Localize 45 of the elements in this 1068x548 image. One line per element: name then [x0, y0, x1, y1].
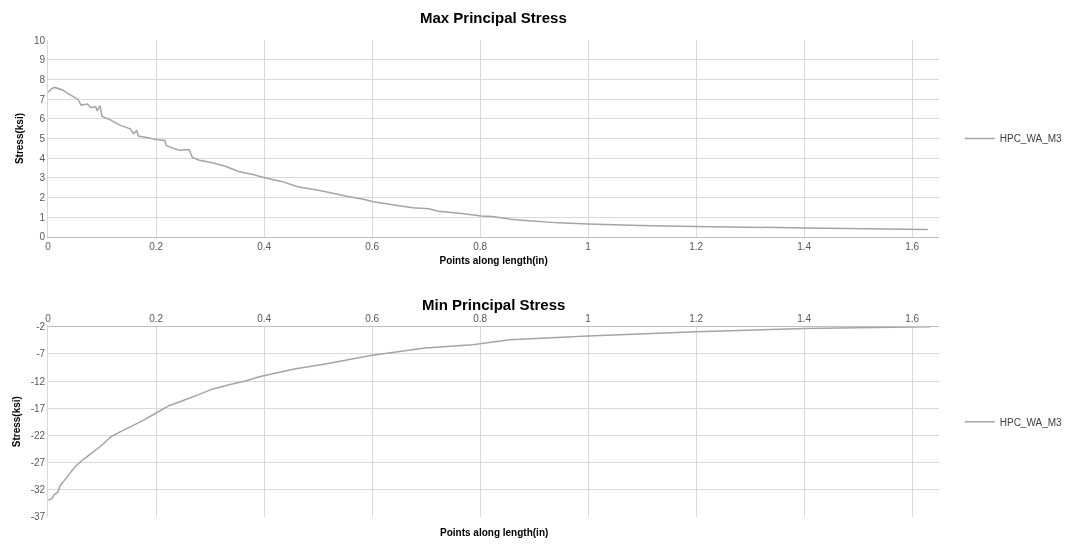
x-tick-label: 0.8 [473, 240, 488, 252]
x-tick-label: 1.4 [797, 312, 812, 324]
line-series [48, 86, 929, 231]
y-tick-label: 1 [39, 211, 46, 223]
line-series [48, 326, 931, 502]
y-axis-title: Stress(ksi) [10, 396, 22, 448]
y-tick-label: -7 [36, 348, 46, 360]
x-tick-label: 1.2 [689, 240, 704, 252]
x-tick-label: 0.6 [365, 240, 380, 252]
y-tick-label: 10 [34, 34, 46, 46]
x-tick-label: 0.4 [257, 312, 272, 324]
y-tick-label: 0 [39, 231, 46, 243]
y-tick-label: -32 [30, 483, 46, 495]
legend-label: HPC_WA_M3 [999, 133, 1063, 145]
x-tick-label: 1.6 [905, 312, 920, 324]
y-tick-label: 3 [39, 172, 46, 184]
y-tick-label: 9 [39, 54, 46, 66]
x-tick-label: 0.8 [473, 312, 488, 324]
chart-title: Max Principal Stress [420, 9, 567, 26]
legend-label: HPC_WA_M3 [999, 416, 1063, 428]
y-tick-label: -2 [36, 321, 46, 333]
x-tick-label: 0.4 [257, 240, 272, 252]
y-tick-label: -27 [30, 456, 46, 468]
x-tick-label: 1 [585, 312, 592, 324]
x-tick-label: 1 [585, 240, 592, 252]
x-tick-label: 1.4 [797, 240, 812, 252]
y-tick-label: -37 [30, 511, 46, 523]
x-tick-label: 0.2 [149, 240, 164, 252]
y-tick-label: 2 [39, 192, 46, 204]
y-tick-label: 5 [39, 133, 46, 145]
y-tick-label: 7 [39, 93, 46, 105]
y-axis-title: Stress(ksi) [14, 112, 26, 165]
y-tick-label: 8 [39, 74, 46, 86]
y-tick-label: -12 [30, 375, 46, 387]
chart-title: Min Principal Stress [422, 296, 566, 313]
x-tick-label: 1.6 [905, 240, 920, 252]
y-tick-label: 6 [39, 113, 46, 125]
y-tick-label: -17 [30, 402, 46, 414]
x-tick-label: 0.2 [149, 312, 164, 324]
x-axis-title: Points along length(in) [439, 255, 548, 267]
x-tick-label: 0.6 [365, 312, 380, 324]
x-axis-title: Points along length(in) [440, 527, 549, 538]
x-tick-label: 1.2 [689, 312, 704, 324]
y-tick-label: -22 [30, 429, 46, 441]
y-tick-label: 4 [39, 152, 46, 164]
